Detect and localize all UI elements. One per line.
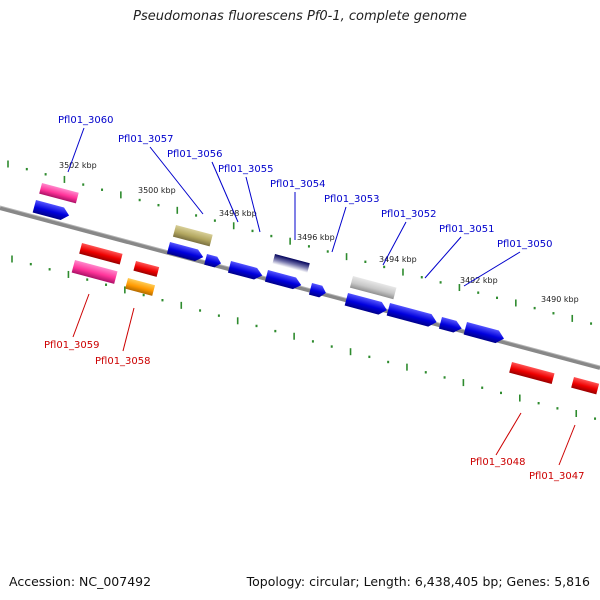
gene-label: Pfl01_3051 (439, 224, 495, 235)
gene-arrow-body (166, 242, 204, 262)
topology-text: Topology: circular; Length: 6,438,405 bp… (246, 574, 590, 589)
gene-arrow (272, 254, 310, 273)
gene-label: Pfl01_3060 (58, 115, 114, 126)
gene-label: Pfl01_3057 (118, 134, 174, 145)
accession-text: Accession: NC_007492 (9, 574, 152, 589)
leader-line (211, 161, 239, 223)
map-title: Pseudomonas fluorescens Pf0-1, complete … (133, 9, 467, 24)
gene-arrow-body (32, 200, 70, 221)
gene-arrow (133, 261, 160, 277)
gene-arrow-body (71, 260, 118, 284)
gene-label: Pfl01_3054 (270, 179, 326, 190)
gene-label: Pfl01_3053 (324, 194, 380, 205)
gene-arrow-body (172, 225, 213, 247)
gene-arrow-body (79, 243, 123, 265)
gene-label: Pfl01_3052 (381, 209, 437, 220)
gene-arrow (71, 260, 118, 284)
label-leader-lines (67, 127, 576, 466)
inner-tick-track (11, 255, 597, 420)
scale-label: 3490 kbp (541, 295, 579, 304)
gene-label: Pfl01_3059 (44, 340, 100, 351)
scale-label: 3496 kbp (297, 233, 335, 242)
gene-arrow-body (571, 377, 600, 395)
gene-arrow (125, 278, 156, 296)
gene-arrow (166, 242, 204, 262)
gene-arrow (264, 270, 302, 290)
leader-line (149, 146, 204, 215)
gene-arrow (39, 183, 79, 204)
gene-arrow-body (344, 293, 387, 315)
gene-arrow-body (227, 261, 263, 280)
gene-features (32, 183, 600, 395)
leader-line (67, 127, 85, 173)
gene-arrow (509, 362, 555, 384)
gene-arrow-body (386, 303, 437, 327)
gene-arrow (79, 243, 123, 265)
gene-label: Pfl01_3058 (95, 356, 151, 367)
gene-arrow-body (438, 317, 462, 333)
leader-line (331, 206, 347, 253)
outer-tick-track (7, 160, 593, 325)
leader-line (72, 293, 90, 338)
gene-arrow (204, 254, 222, 268)
gene-label: Pfl01_3055 (218, 164, 274, 175)
scale-label: 3500 kbp (138, 186, 176, 195)
gene-arrow (386, 303, 437, 327)
gene-arrow-body (204, 254, 222, 268)
gene-arrow (172, 225, 213, 247)
genome-backbone (0, 206, 600, 370)
gene-label: Pfl01_3050 (497, 239, 553, 250)
leader-line (463, 251, 521, 287)
gene-arrow (349, 276, 397, 300)
gene-arrow-body (264, 270, 302, 290)
scale-label: 3492 kbp (460, 276, 498, 285)
leader-line (245, 176, 261, 233)
gene-labels: Pfl01_3060 Pfl01_3057 Pfl01_3056 Pfl01_3055… (44, 115, 585, 482)
gene-arrow (344, 293, 387, 315)
scale-labels: 3502 kbp 3500 kbp 3498 kbp 3496 kbp 3494 kbp… (59, 161, 579, 304)
leader-line (558, 424, 576, 466)
scale-label: 3494 kbp (379, 255, 417, 264)
gene-arrow-body (133, 261, 160, 277)
gene-arrow (438, 317, 462, 333)
gene-arrow (227, 261, 263, 280)
scale-label: 3502 kbp (59, 161, 97, 170)
gene-arrow (463, 322, 504, 344)
scale-label: 3498 kbp (219, 209, 257, 218)
gene-arrow-body (463, 322, 504, 344)
leader-line (122, 307, 135, 352)
leader-line (424, 236, 462, 279)
gene-arrow-body (39, 183, 79, 204)
gene-label: Pfl01_3047 (529, 471, 585, 482)
gene-arrow-body (349, 276, 397, 300)
gene-label: Pfl01_3056 (167, 149, 223, 160)
gene-arrow (32, 200, 70, 221)
gene-arrow (571, 377, 600, 395)
gene-arrow-body (125, 278, 156, 296)
gene-arrow-body (272, 254, 310, 273)
gene-arrow-body (308, 283, 326, 298)
leader-line (495, 412, 522, 456)
leader-line (382, 221, 407, 266)
gene-arrow (308, 283, 326, 298)
gene-arrow-body (509, 362, 555, 384)
gene-label: Pfl01_3048 (470, 457, 526, 468)
